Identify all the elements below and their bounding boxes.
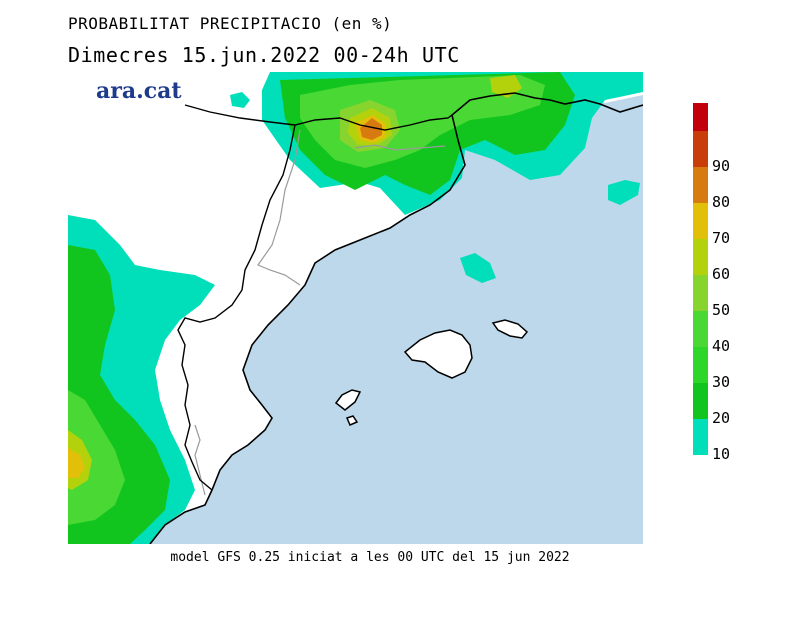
- legend-label: 90: [712, 157, 731, 175]
- map-title: PROBABILITAT PRECIPITACIO (en %): [68, 14, 393, 33]
- legend-swatch-7: [693, 167, 708, 203]
- precip-zone-sea-mid: [460, 253, 496, 283]
- legend-label: 20: [712, 409, 731, 427]
- island-ibiza: [334, 389, 362, 411]
- island-menorca: [491, 319, 529, 339]
- legend-label: 40: [712, 337, 731, 355]
- coastline: [149, 92, 643, 544]
- legend-swatch-5: [693, 239, 708, 275]
- legend-label: 30: [712, 373, 731, 391]
- legend-label: 10: [712, 445, 731, 463]
- legend-swatch-8: [693, 131, 708, 167]
- legend-label: 50: [712, 301, 731, 319]
- legend-label: 70: [712, 229, 731, 247]
- precip-zone-small-north: [230, 92, 250, 108]
- legend-swatch-9: [693, 103, 708, 131]
- model-info-footer: model GFS 0.25 iniciat a les 00 UTC del …: [170, 550, 570, 565]
- legend-label: 80: [712, 193, 731, 211]
- legend-swatch-1: [693, 383, 708, 419]
- ara-cat-logo: ara.cat: [96, 78, 182, 104]
- legend-colorbar: [693, 103, 708, 455]
- precip-zone-west-40: [68, 390, 125, 525]
- pyrenees-border: [184, 104, 453, 131]
- legend-swatch-0: [693, 419, 708, 455]
- precip-zone-sea-east: [608, 180, 640, 205]
- legend-label: 60: [712, 265, 731, 283]
- precip-zone-west-70: [68, 448, 85, 478]
- inland-border: [177, 124, 296, 491]
- legend-swatch-4: [693, 275, 708, 311]
- legend-swatch-3: [693, 311, 708, 347]
- regional-border-andorra: [354, 144, 446, 151]
- precip-zone-pyrenees-80: [360, 118, 382, 140]
- regional-border-catalonia: [257, 129, 301, 286]
- legend-swatch-6: [693, 203, 708, 239]
- mainland-land: [68, 72, 643, 544]
- island-formentera: [345, 415, 359, 426]
- island-mallorca: [403, 329, 473, 379]
- precip-zone-east-60: [490, 75, 522, 98]
- legend-swatch-2: [693, 347, 708, 383]
- map-subtitle: Dimecres 15.jun.2022 00-24h UTC: [68, 43, 460, 67]
